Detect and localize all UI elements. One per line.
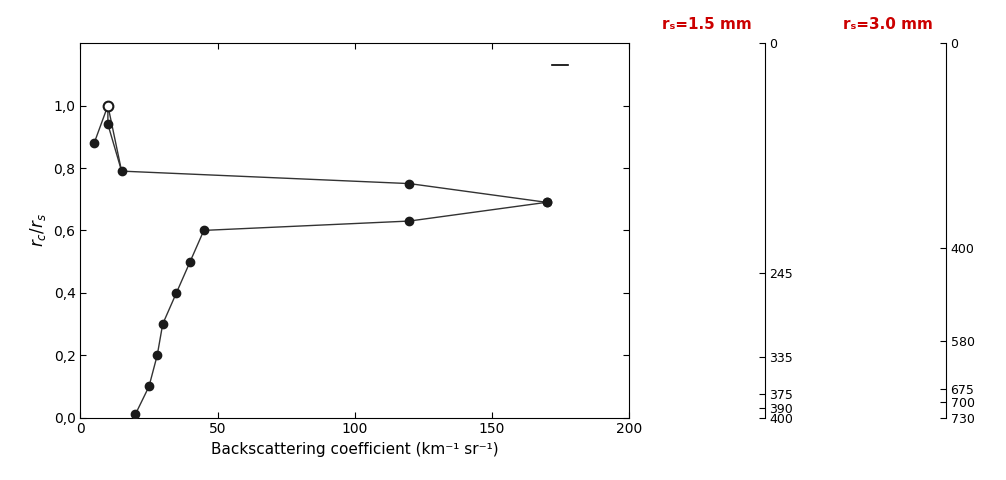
Text: rₛ=1.5 mm: rₛ=1.5 mm bbox=[662, 17, 751, 32]
X-axis label: Backscattering coefficient (km⁻¹ sr⁻¹): Backscattering coefficient (km⁻¹ sr⁻¹) bbox=[211, 442, 498, 457]
Y-axis label: Range below freezing level (m): Range below freezing level (m) bbox=[836, 132, 849, 328]
Text: rₛ=3.0 mm: rₛ=3.0 mm bbox=[843, 17, 933, 32]
Y-axis label: $r_c/r_s$: $r_c/r_s$ bbox=[28, 214, 48, 247]
